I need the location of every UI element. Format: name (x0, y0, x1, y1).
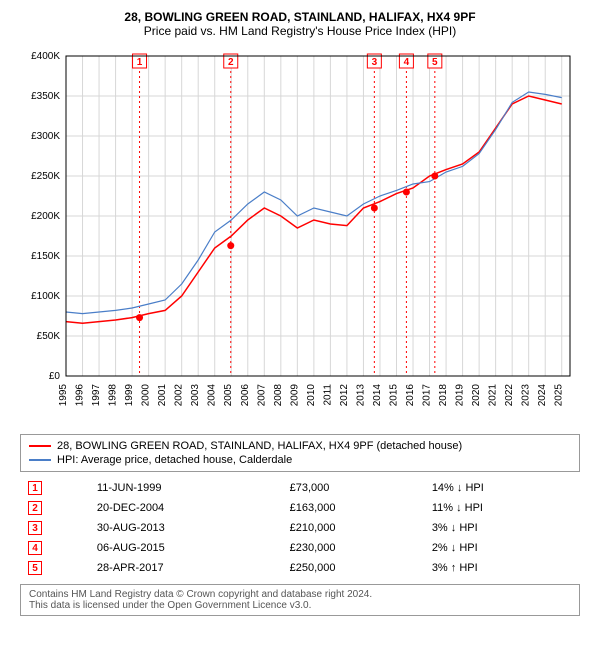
legend-swatch (29, 459, 51, 461)
sale-price: £230,000 (282, 538, 424, 558)
sale-date: 28-APR-2017 (89, 558, 282, 578)
svg-text:1996: 1996 (75, 384, 86, 407)
svg-text:2018: 2018 (438, 384, 449, 407)
svg-text:£0: £0 (49, 371, 61, 382)
svg-text:£250K: £250K (31, 171, 60, 182)
svg-text:2015: 2015 (388, 384, 399, 407)
sale-marker-badge: 4 (28, 541, 42, 555)
svg-text:2011: 2011 (322, 384, 333, 406)
table-row: 2 20-DEC-2004£163,00011% ↓ HPI (20, 498, 580, 518)
svg-text:2013: 2013 (355, 384, 366, 407)
svg-text:2023: 2023 (521, 384, 532, 407)
svg-text:2001: 2001 (157, 384, 168, 407)
svg-text:2019: 2019 (455, 384, 466, 407)
sale-date: 20-DEC-2004 (89, 498, 282, 518)
legend-item: 28, BOWLING GREEN ROAD, STAINLAND, HALIF… (29, 439, 571, 453)
svg-text:£400K: £400K (31, 51, 60, 62)
legend-label: 28, BOWLING GREEN ROAD, STAINLAND, HALIF… (57, 440, 462, 452)
sale-diff: 11% ↓ HPI (424, 498, 580, 518)
footer-line-2: This data is licensed under the Open Gov… (29, 600, 571, 611)
chart-title: 28, BOWLING GREEN ROAD, STAINLAND, HALIF… (10, 10, 590, 24)
svg-text:£50K: £50K (37, 331, 61, 342)
svg-text:1995: 1995 (58, 384, 69, 407)
sale-diff: 2% ↓ HPI (424, 538, 580, 558)
sale-diff: 3% ↑ HPI (424, 558, 580, 578)
sale-diff: 3% ↓ HPI (424, 518, 580, 538)
sales-table: 1 11-JUN-1999£73,00014% ↓ HPI 2 20-DEC-2004… (20, 478, 580, 578)
svg-text:2021: 2021 (488, 384, 499, 407)
sale-price: £73,000 (282, 478, 424, 498)
svg-text:2022: 2022 (504, 384, 515, 407)
svg-text:1997: 1997 (91, 384, 102, 407)
svg-text:2009: 2009 (289, 384, 300, 407)
svg-text:1999: 1999 (124, 384, 135, 407)
svg-text:2017: 2017 (422, 384, 433, 407)
sale-marker-badge: 5 (28, 561, 42, 575)
legend-item: HPI: Average price, detached house, Cald… (29, 453, 571, 467)
legend-label: HPI: Average price, detached house, Cald… (57, 454, 292, 466)
legend-box: 28, BOWLING GREEN ROAD, STAINLAND, HALIF… (20, 434, 580, 472)
svg-text:2016: 2016 (405, 384, 416, 407)
table-row: 4 06-AUG-2015£230,0002% ↓ HPI (20, 538, 580, 558)
svg-text:3: 3 (372, 57, 378, 68)
sale-diff: 14% ↓ HPI (424, 478, 580, 498)
sale-date: 11-JUN-1999 (89, 478, 282, 498)
svg-text:1: 1 (137, 57, 143, 68)
table-row: 1 11-JUN-1999£73,00014% ↓ HPI (20, 478, 580, 498)
svg-text:£150K: £150K (31, 251, 60, 262)
svg-text:2012: 2012 (339, 384, 350, 407)
sale-price: £210,000 (282, 518, 424, 538)
svg-text:£200K: £200K (31, 211, 60, 222)
svg-text:2005: 2005 (223, 384, 234, 407)
footer-attribution: Contains HM Land Registry data © Crown c… (20, 584, 580, 616)
chart-canvas: £0 £50K £100K £150K £200K £250K £300K £350K £400… (20, 46, 580, 426)
chart-subtitle: Price paid vs. HM Land Registry's House … (10, 24, 590, 38)
svg-text:2004: 2004 (207, 384, 218, 407)
svg-text:2002: 2002 (174, 384, 185, 407)
svg-text:£350K: £350K (31, 91, 60, 102)
sale-marker-badge: 1 (28, 481, 42, 495)
sale-price: £250,000 (282, 558, 424, 578)
sale-marker-badge: 3 (28, 521, 42, 535)
svg-text:4: 4 (404, 57, 410, 68)
table-row: 5 28-APR-2017£250,0003% ↑ HPI (20, 558, 580, 578)
sale-date: 30-AUG-2013 (89, 518, 282, 538)
svg-text:5: 5 (432, 57, 438, 68)
footer-line-1: Contains HM Land Registry data © Crown c… (29, 589, 571, 600)
svg-text:2025: 2025 (554, 384, 565, 407)
svg-text:2: 2 (228, 57, 234, 68)
sale-marker-badge: 2 (28, 501, 42, 515)
table-row: 3 30-AUG-2013£210,0003% ↓ HPI (20, 518, 580, 538)
svg-text:2008: 2008 (273, 384, 284, 407)
svg-text:2010: 2010 (306, 384, 317, 407)
svg-text:2000: 2000 (141, 384, 152, 407)
svg-text:£300K: £300K (31, 131, 60, 142)
sale-date: 06-AUG-2015 (89, 538, 282, 558)
price-chart: £0 £50K £100K £150K £200K £250K £300K £350K £400… (20, 46, 580, 426)
svg-text:2014: 2014 (372, 384, 383, 407)
sale-price: £163,000 (282, 498, 424, 518)
svg-text:£100K: £100K (31, 291, 60, 302)
svg-text:2006: 2006 (240, 384, 251, 407)
svg-text:2020: 2020 (471, 384, 482, 407)
svg-text:2007: 2007 (256, 384, 267, 407)
legend-swatch (29, 445, 51, 447)
svg-text:1998: 1998 (108, 384, 119, 407)
svg-text:2024: 2024 (537, 384, 548, 407)
svg-text:2003: 2003 (190, 384, 201, 407)
